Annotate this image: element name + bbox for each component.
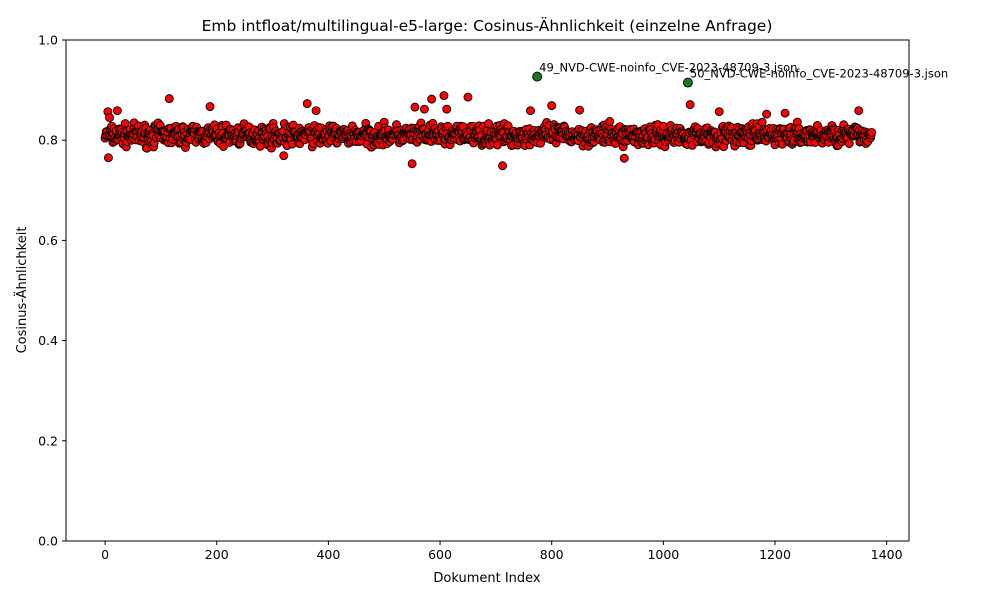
data-point xyxy=(757,117,767,127)
x-tick-label: 800 xyxy=(540,547,564,562)
data-point xyxy=(407,159,417,169)
highlight-point xyxy=(682,77,693,88)
data-point xyxy=(164,94,174,104)
highlight-point xyxy=(532,71,543,82)
data-point xyxy=(762,109,772,119)
data-point xyxy=(619,153,629,163)
y-axis: 0.0 0.2 0.4 0.6 0.8 1.0 xyxy=(38,33,66,549)
y-tick-label: 0.8 xyxy=(38,133,58,148)
y-tick-label: 1.0 xyxy=(38,33,58,48)
data-point xyxy=(526,106,535,116)
x-tick-label: 1400 xyxy=(871,547,903,562)
data-point xyxy=(105,113,115,123)
data-point xyxy=(302,99,312,109)
data-point xyxy=(279,151,289,161)
chart-title: Emb intfloat/multilingual-e5-large: Cosi… xyxy=(202,16,773,35)
data-point xyxy=(311,106,321,116)
x-tick-label: 400 xyxy=(316,547,340,562)
data-point xyxy=(442,104,452,114)
data-point xyxy=(547,101,557,111)
data-point xyxy=(867,127,877,137)
point-annotation: 50_NVD-CWE-noinfo_CVE-2023-48709-3.json xyxy=(690,67,948,81)
data-point xyxy=(780,108,790,118)
plot-frame xyxy=(65,39,910,542)
data-point xyxy=(685,100,695,110)
data-point xyxy=(844,139,854,148)
y-tick-label: 0.2 xyxy=(38,433,58,448)
data-point xyxy=(112,106,122,116)
annotations-layer: 49_NVD-CWE-noinfo_CVE-2023-48709-3.json5… xyxy=(532,61,948,88)
x-tick-label: 1000 xyxy=(647,547,679,562)
data-point xyxy=(605,117,615,126)
data-point xyxy=(498,161,508,171)
x-tick-label: 200 xyxy=(205,547,229,562)
x-axis-label: Dokument Index xyxy=(433,571,541,586)
data-point xyxy=(419,104,429,114)
data-point xyxy=(575,105,585,115)
x-axis: 0 200 400 600 800 1000 1200 1400 xyxy=(101,541,903,562)
y-tick-label: 0.0 xyxy=(38,534,58,549)
data-point xyxy=(463,92,473,102)
data-point xyxy=(714,107,724,117)
data-point xyxy=(427,94,437,104)
data-point xyxy=(439,91,449,101)
data-point xyxy=(410,102,420,112)
y-tick-label: 0.4 xyxy=(38,333,58,348)
data-point xyxy=(205,102,215,112)
y-axis-label: Cosinus-Ähnlichkeit xyxy=(14,227,30,354)
y-tick-label: 0.6 xyxy=(38,233,58,248)
data-point xyxy=(854,106,864,116)
data-point xyxy=(103,153,113,163)
x-tick-label: 1200 xyxy=(759,547,791,562)
point-annotation: 49_NVD-CWE-noinfo_CVE-2023-48709-3.json xyxy=(539,61,797,75)
x-tick-label: 0 xyxy=(101,547,109,562)
points-layer xyxy=(100,91,877,171)
x-tick-label: 600 xyxy=(428,547,452,562)
